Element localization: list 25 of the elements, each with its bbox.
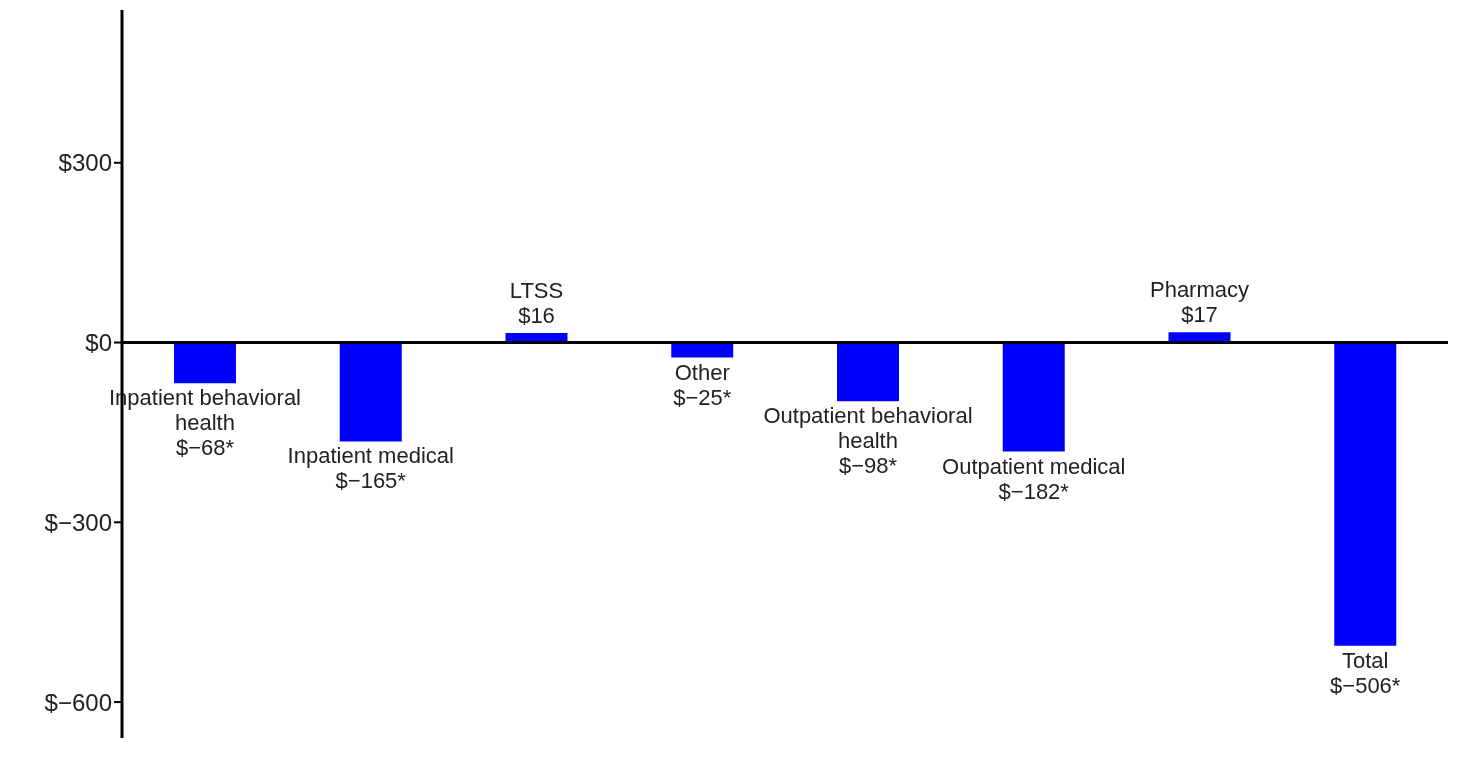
x-tick-label: Pharmacy (1149, 277, 1250, 303)
bar (671, 342, 734, 358)
data-label: $−68* (175, 435, 235, 461)
y-tick-label: $−600 (44, 688, 112, 716)
data-label: $−182* (998, 478, 1070, 504)
x-tick-label: LTSS (509, 277, 564, 303)
y-tick-label: $−300 (44, 508, 112, 536)
data-label: $17 (1181, 302, 1218, 328)
bar (837, 342, 899, 402)
bar (339, 342, 402, 442)
y-tick-label: $0 (85, 329, 112, 357)
x-tick-label: Outpatient medical (942, 453, 1126, 479)
data-label: $16 (518, 302, 555, 328)
data-label: $−98* (838, 453, 898, 479)
data-label: $−25* (673, 384, 732, 410)
data-label: $−165* (335, 468, 407, 494)
bar (1002, 342, 1065, 452)
y-tick-label: $300 (58, 149, 112, 177)
x-tick-label: Other (674, 359, 730, 385)
x-tick-label: Inpatient medical (287, 443, 454, 469)
x-tick-label: Outpatient behavioral health (763, 403, 973, 454)
bar (1334, 342, 1397, 646)
x-tick-label: Total (1342, 647, 1389, 673)
data-label: $−506* (1330, 672, 1401, 698)
bar (174, 342, 236, 384)
